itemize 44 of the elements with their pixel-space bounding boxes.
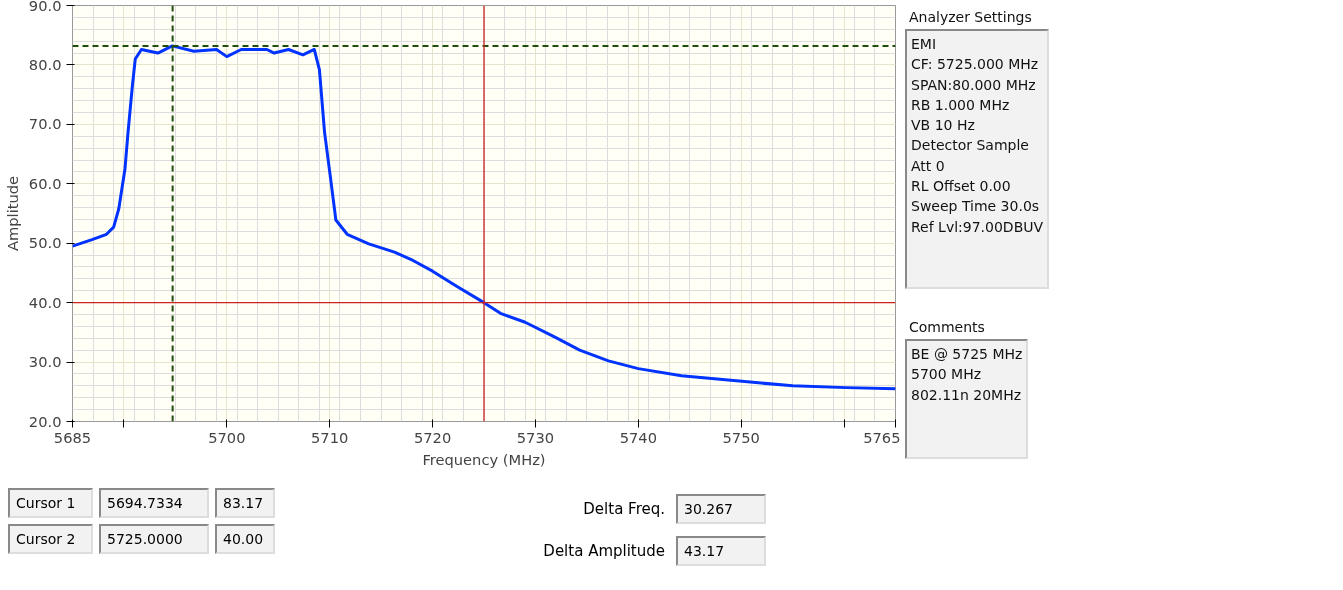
y-tick-label: 50.0 — [28, 234, 62, 252]
x-tick-label: 5720 — [413, 428, 452, 446]
text: Att 0 — [911, 157, 945, 174]
text: RB 1.000 MHz — [911, 96, 1010, 113]
text: Comments — [908, 318, 986, 337]
text: Ref Lvl:97.00DBUV — [911, 218, 1044, 235]
x-tick-label: 5710 — [311, 428, 349, 446]
x-tick-label: 5750 — [722, 428, 760, 446]
x-tick-label: 5765 — [863, 428, 901, 446]
x-tick-label: 5730 — [516, 428, 555, 446]
y-tick-label: 80.0 — [28, 55, 62, 73]
text: Delta Amplitude — [542, 541, 665, 562]
text: EMI — [911, 36, 937, 52]
text: RL Offset 0.00 — [911, 178, 1011, 195]
text: Detector Sample — [911, 137, 1029, 154]
x-tick-label: 5740 — [619, 428, 657, 446]
text: VB 10 Hz — [911, 117, 975, 134]
text: Analyzer Settings — [908, 8, 1033, 27]
line-series — [72, 44, 896, 391]
y-tick-label: 90.0 — [28, 0, 62, 14]
y-tick-label: 40.0 — [28, 293, 62, 311]
text: 83.17 — [215, 488, 275, 518]
x-axis-title: Frequency (MHz) — [422, 450, 546, 468]
text: Cursor 2 — [8, 524, 93, 554]
text: 802.11n 20MHz — [911, 386, 1022, 403]
text: 5700 MHz — [911, 366, 982, 383]
x-tick-label: 5700 — [208, 428, 246, 446]
y-tick-label: 60.0 — [28, 174, 62, 192]
text: 43.17 — [676, 536, 766, 566]
text: CF: 5725.000 MHz — [911, 56, 1039, 73]
text: 5725.0000 — [99, 524, 209, 554]
text: SPAN:80.000 MHz — [911, 76, 1036, 93]
text: 40.00 — [215, 524, 275, 554]
text: 5694.7334 — [99, 488, 209, 518]
text: 30.267 — [676, 494, 766, 524]
y-tick-label: 70.0 — [28, 115, 62, 133]
text: BE @ 5725 MHz — [911, 346, 1023, 362]
y-tick-label: 20.0 — [28, 412, 62, 430]
y-tick-label: 30.0 — [28, 353, 62, 371]
y-axis-title: Amplitude — [3, 175, 21, 252]
x-tick-label: 5685 — [53, 428, 92, 446]
text: Sweep Time 30.0s — [911, 198, 1040, 215]
text: Cursor 1 — [8, 488, 93, 518]
text: Delta Freq. — [582, 499, 665, 520]
